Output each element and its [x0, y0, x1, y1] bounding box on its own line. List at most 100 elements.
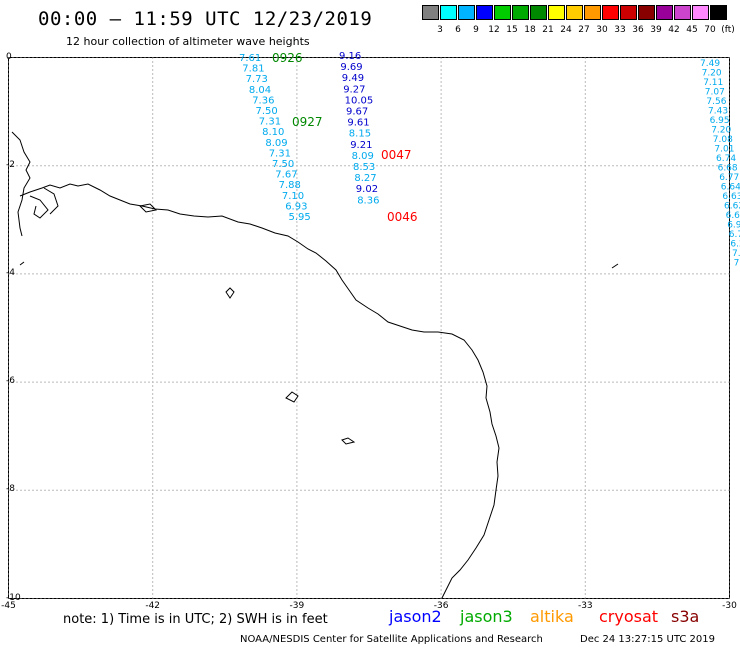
color-legend-label: 6	[455, 25, 461, 35]
wave-height-value: 7.08	[713, 135, 733, 145]
west-edge-bit	[19, 261, 25, 266]
y-tick-label: -6	[6, 376, 15, 387]
wave-height-value: 7.8	[732, 249, 740, 259]
wave-height-value: 7.50	[256, 106, 278, 117]
color-swatch	[548, 5, 565, 20]
color-swatch	[584, 5, 601, 20]
wave-height-value: 9.61	[347, 118, 369, 129]
color-legend-label: 3	[437, 25, 443, 35]
wave-height-value: 8.04	[249, 85, 271, 96]
color-swatch	[656, 5, 673, 20]
wave-height-value: 6.63	[722, 192, 740, 202]
island-3	[341, 437, 356, 445]
color-legend-label: 18	[524, 25, 536, 35]
wave-height-value: 7.01	[714, 145, 734, 155]
island-1	[225, 287, 235, 299]
wave-height-value: 7.10	[282, 191, 304, 202]
color-swatch	[692, 5, 709, 20]
wave-height-value: 6.93	[285, 201, 307, 212]
color-swatch	[566, 5, 583, 20]
wave-height-value: 6.68	[718, 164, 738, 174]
coast-inlet	[11, 131, 31, 237]
color-swatch	[620, 5, 637, 20]
brazil-coastline	[19, 183, 500, 599]
y-tick-label: 0	[6, 51, 12, 62]
amazon-delta	[29, 187, 59, 219]
wave-height-value: 8.15	[349, 129, 371, 140]
grid-lines	[8, 57, 730, 599]
footer-note: note: 1) Time is in UTC; 2) SWH is in fe…	[63, 612, 328, 627]
wave-height-value: 7.61	[239, 53, 261, 64]
x-tick-label: -33	[577, 601, 593, 611]
pass-time-label: 0046	[387, 210, 418, 224]
color-swatch	[602, 5, 619, 20]
wave-height-value: 6.21	[730, 240, 740, 250]
pass-labels: 7.617.817.738.047.367.507.318.108.097.31…	[239, 51, 740, 269]
wave-height-value: 7.07	[705, 88, 725, 98]
wave-height-value: 8.09	[265, 138, 287, 149]
wave-height-value: 6.74	[716, 154, 736, 164]
map-subtitle: 12 hour collection of altimeter wave hei…	[66, 35, 310, 48]
wave-height-value: 9.69	[340, 62, 362, 73]
color-legend-label: (ft)	[721, 25, 735, 35]
wave-height-value: 7.36	[252, 95, 274, 106]
color-legend-label: 15	[506, 25, 518, 35]
y-tick-label: -4	[6, 267, 15, 278]
wave-height-value: 7.20	[702, 69, 722, 79]
x-tick-label: -45	[1, 601, 16, 611]
wave-height-value: 8.36	[357, 195, 379, 206]
islands	[138, 203, 356, 445]
wave-height-value: 8.53	[353, 162, 375, 173]
color-legend-label: 70	[704, 25, 716, 35]
wave-height-value: 7.43	[708, 107, 728, 117]
wave-height-value: 7.67	[275, 170, 297, 181]
color-legend-label: 24	[560, 25, 572, 35]
color-swatch	[458, 5, 475, 20]
wave-height-value: 6.96	[727, 221, 740, 231]
x-tick-label: -42	[145, 601, 161, 611]
wave-height-value: 7.31	[259, 117, 281, 128]
color-swatch	[476, 5, 493, 20]
color-legend-label: 36	[632, 25, 644, 35]
color-swatch	[674, 5, 691, 20]
island-4	[138, 203, 158, 213]
wave-height-value: 8.09	[352, 151, 374, 162]
x-tick-label: -39	[289, 601, 305, 611]
wave-height-value: 7.3	[734, 259, 740, 269]
color-swatch	[422, 5, 439, 20]
color-legend-label: 45	[686, 25, 698, 35]
east-coast-bit	[611, 263, 619, 269]
color-legend-label: 21	[542, 25, 554, 35]
color-swatch	[710, 5, 727, 20]
x-tick-label: -30	[722, 601, 737, 611]
color-legend-label: 30	[596, 25, 608, 35]
footer-credit: NOAA/NESDIS Center for Satellite Applica…	[240, 634, 543, 645]
color-legend-label: 9	[473, 25, 479, 35]
color-legend-label: 33	[614, 25, 626, 35]
color-legend-label: 12	[488, 25, 500, 35]
wave-height-value: 10.05	[345, 95, 374, 106]
satellite-legend-cryosat: cryosat	[599, 607, 659, 626]
wave-height-value: 9.02	[356, 184, 378, 195]
wave-height-value: 7.88	[279, 180, 301, 191]
wave-height-value: 8.27	[354, 173, 376, 184]
satellite-legend-jason2: jason2	[389, 607, 442, 626]
wave-height-value: 5.95	[289, 212, 311, 223]
wave-height-value: 8.10	[262, 127, 284, 138]
wave-height-value: 7.31	[269, 148, 291, 159]
wave-height-value: 7.56	[706, 97, 726, 107]
y-tick-label: -8	[6, 484, 15, 495]
wave-height-value: 7.11	[703, 78, 723, 88]
satellite-legend-altika: altika	[530, 607, 574, 626]
wave-height-value: 7.50	[272, 159, 294, 170]
y-tick-label: -2	[6, 159, 15, 170]
wave-height-value: 7.81	[242, 64, 264, 75]
color-swatch	[530, 5, 547, 20]
wave-height-value: 6.77	[719, 173, 739, 183]
color-swatch	[440, 5, 457, 20]
color-legend-label: 27	[578, 25, 590, 35]
wave-height-value: 6.70	[729, 230, 740, 240]
wave-height-value: 9.49	[342, 73, 364, 84]
y-tick-label: -10	[6, 592, 21, 603]
